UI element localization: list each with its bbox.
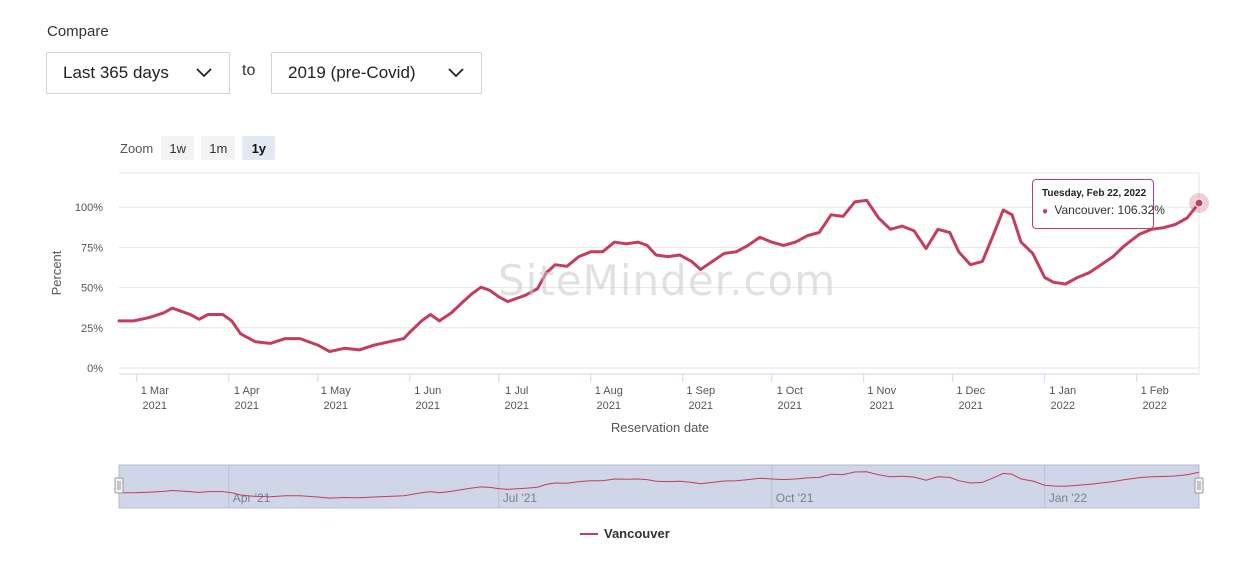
zoom-1y-button[interactable]: 1y	[242, 136, 276, 160]
zoom-1m-button[interactable]: 1m	[201, 136, 236, 160]
navigator-handle-left	[114, 477, 124, 494]
x-tick-label: 1 Mar	[141, 385, 169, 397]
navigator-tick-label: Jul '21	[503, 491, 538, 505]
legend-item-vancouver[interactable]: Vancouver	[580, 526, 670, 541]
x-tick-year: 2021	[869, 400, 893, 412]
y-tick-label: 75%	[81, 242, 103, 254]
x-tick-year: 2021	[958, 400, 982, 412]
to-label: to	[242, 62, 256, 79]
navigator-tick-label: Oct '21	[776, 491, 814, 505]
x-tick-year: 2021	[688, 400, 712, 412]
tooltip-series: Vancouver	[1054, 203, 1111, 217]
navigator-tick-label: Apr '21	[233, 491, 271, 505]
x-tick-year: 2021	[235, 400, 259, 412]
series-area	[117, 193, 1209, 353]
tooltip-date: Tuesday, Feb 22, 2022	[1042, 188, 1147, 199]
x-tick-label: 1 Feb	[1141, 385, 1169, 397]
baseline-select[interactable]: 2019 (pre-Covid)	[271, 52, 482, 94]
navigator-series-line	[119, 471, 1200, 499]
tooltip-value: 106.32%	[1117, 203, 1165, 217]
x-tick-year: 2022	[1050, 400, 1074, 412]
x-tick-year: 2021	[324, 400, 348, 412]
watermark: SiteMinder.com	[498, 256, 837, 305]
x-tick-year: 2021	[505, 400, 529, 412]
x-tick-year: 2022	[1142, 400, 1166, 412]
period-select-value: Last 365 days	[63, 63, 169, 82]
period-select[interactable]: Last 365 days	[46, 52, 230, 94]
navigator-tick-label: Jan '22	[1049, 491, 1088, 505]
y-tick-label: 25%	[81, 323, 103, 335]
legend-swatch	[580, 532, 598, 535]
y-tick-label: 50%	[81, 283, 103, 295]
y-tick-label: 0%	[87, 363, 103, 375]
x-tick-label: 1 May	[321, 385, 351, 397]
x-tick-year: 2021	[143, 400, 167, 412]
x-axis-title: Reservation date	[611, 420, 709, 435]
x-tick-label: 1 Jul	[505, 385, 528, 397]
x-tick-year: 2021	[778, 400, 802, 412]
zoom-label: Zoom	[120, 140, 154, 156]
hover-point	[1194, 198, 1204, 208]
x-tick-label: 1 Jan	[1049, 385, 1076, 397]
tooltip: Tuesday, Feb 22, 2022 ● Vancouver: 106.3…	[1032, 179, 1165, 229]
x-tick-label: 1 Aug	[595, 385, 623, 397]
baseline-select-value: 2019 (pre-Covid)	[288, 63, 416, 82]
x-tick-label: 1 Jun	[414, 385, 441, 397]
series-dot-icon: ●	[1042, 206, 1049, 217]
y-axis-title: Percent	[49, 250, 64, 295]
x-tick-label: 1 Dec	[956, 385, 985, 397]
zoom-controls: Zoom 1w 1m 1y	[120, 136, 282, 160]
tooltip-row: ● Vancouver: 106.32%	[1042, 203, 1165, 217]
legend-label: Vancouver	[604, 526, 670, 541]
navigator[interactable]: Apr '21 Jul '21 Oct '21 Jan '22	[114, 464, 1204, 509]
x-tick-year: 2021	[416, 400, 440, 412]
navigator-selection	[118, 464, 1200, 509]
chevron-down-icon	[196, 68, 212, 78]
compare-label: Compare	[47, 23, 109, 40]
x-tick-label: 1 Sep	[686, 385, 715, 397]
x-axis: 1 Mar 2021 1 Apr 2021 1 May 2021 1 Jun 2021 1 Ju…	[119, 373, 1199, 412]
series-line-vancouver	[117, 198, 1201, 353]
x-tick-year: 2021	[597, 400, 621, 412]
y-tick-label: 100%	[75, 202, 103, 214]
navigator-handle-right	[1194, 477, 1204, 494]
y-axis: 0% 25% 50% 75% 100%	[75, 202, 103, 375]
x-tick-label: 1 Nov	[867, 385, 896, 397]
zoom-1w-button[interactable]: 1w	[161, 136, 195, 160]
x-tick-label: 1 Oct	[777, 385, 803, 397]
chevron-down-icon	[448, 68, 464, 78]
grid	[119, 172, 1200, 374]
x-tick-label: 1 Apr	[234, 385, 260, 397]
